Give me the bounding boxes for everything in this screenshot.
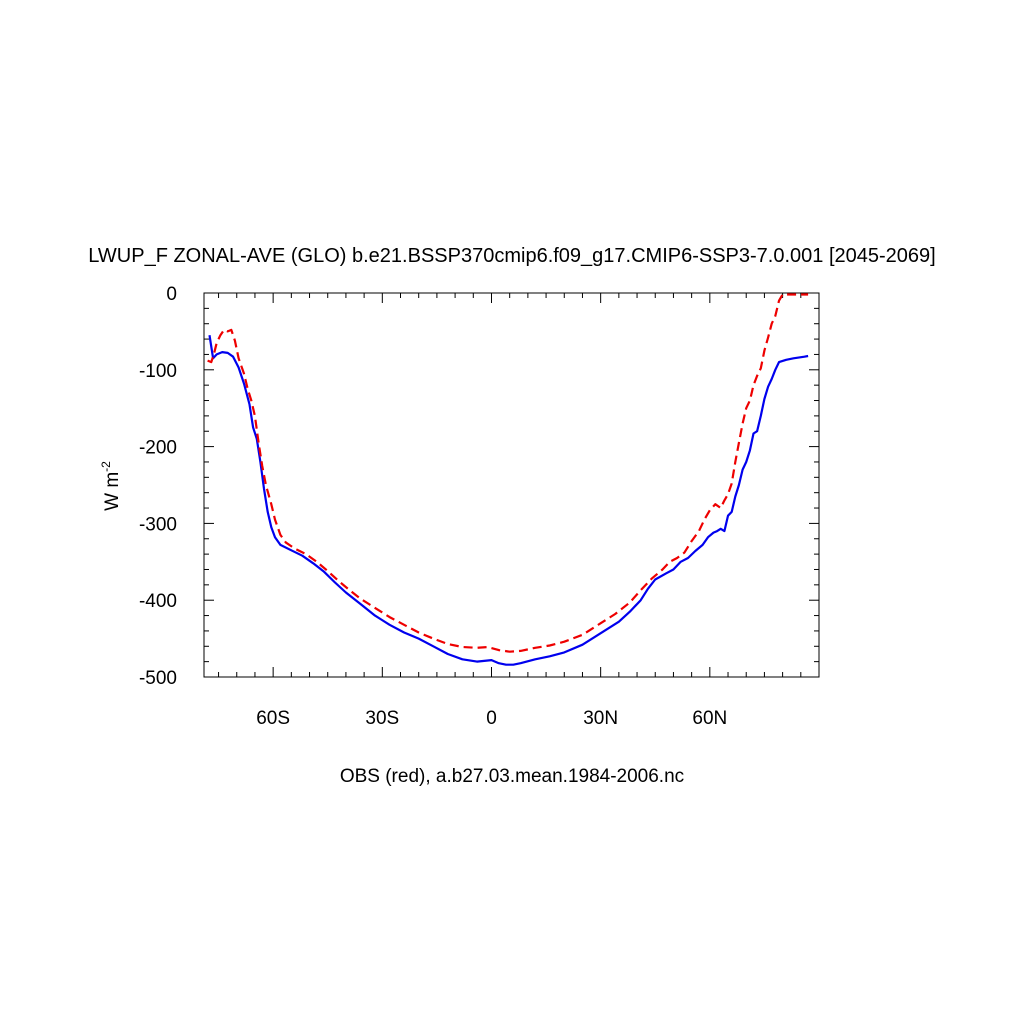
minor-ticks xyxy=(204,293,819,677)
y-axis-label-exponent: -2 xyxy=(99,461,113,472)
y-tick-label: -400 xyxy=(139,591,177,612)
y-tick-label: -100 xyxy=(139,361,177,382)
x-tick-label: 30S xyxy=(365,708,399,729)
x-tick-labels: 60S 30S 0 30N 60N xyxy=(256,708,727,729)
plot-area xyxy=(203,292,820,678)
y-tick-label: -500 xyxy=(139,668,177,689)
chart-title: LWUP_F ZONAL-AVE (GLO) b.e21.BSSP370cmip… xyxy=(88,245,935,267)
series-layer xyxy=(207,293,809,666)
plot-frame xyxy=(203,292,820,678)
y-tick-label: -300 xyxy=(139,514,177,535)
x-tick-label: 30N xyxy=(583,708,618,729)
y-tick-label: -200 xyxy=(139,438,177,459)
y-axis-label: W m-2 xyxy=(99,461,123,511)
major-ticks xyxy=(204,292,819,678)
x-tick-label: 0 xyxy=(486,708,497,729)
series-line-model-solid xyxy=(208,335,809,666)
y-tick-label: 0 xyxy=(166,284,177,305)
x-tick-label: 60S xyxy=(256,708,290,729)
series-line-obs-dashed xyxy=(207,293,809,653)
x-tick-label: 60N xyxy=(692,708,727,729)
y-axis-label-unit: W m xyxy=(102,472,123,511)
y-tick-labels: 0 -100 -200 -300 -400 -500 xyxy=(139,284,177,689)
x-axis-label: OBS (red), a.b27.03.mean.1984-2006.nc xyxy=(340,766,684,787)
